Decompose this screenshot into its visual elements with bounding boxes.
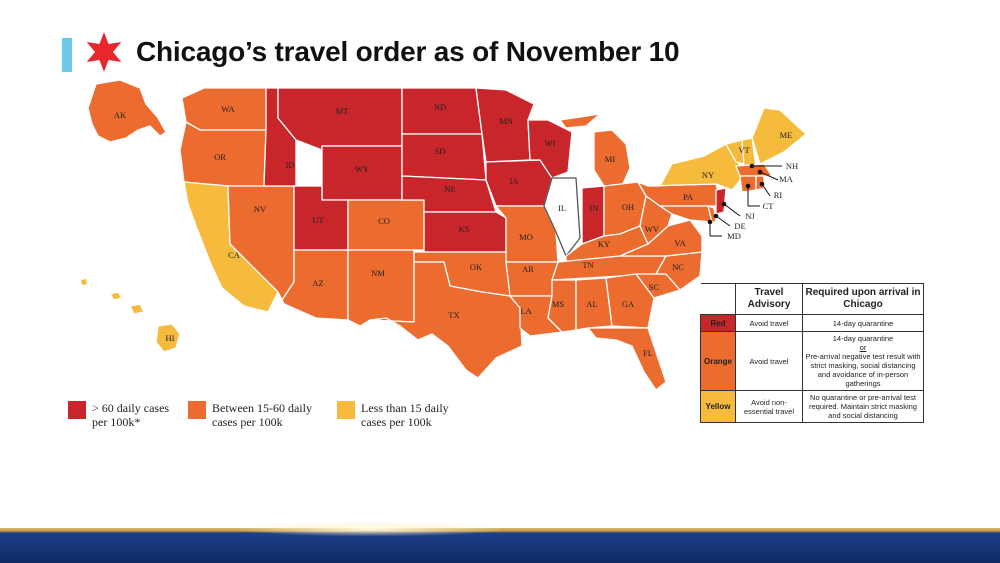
legend-yellow: Less than 15 daily cases per 100k xyxy=(337,401,449,429)
label-AK: AK xyxy=(114,110,127,120)
label-NM: NM xyxy=(371,268,385,278)
label-CO: CO xyxy=(378,216,390,226)
label-WY: WY xyxy=(355,164,369,174)
label-SC: SC xyxy=(649,282,660,292)
label-SD: SD xyxy=(435,146,446,156)
advisory-orange: Avoid travel xyxy=(735,331,803,391)
label-RI: RI xyxy=(774,190,783,200)
state-TX xyxy=(369,261,523,379)
state-FL xyxy=(587,327,667,391)
label-MN: MN xyxy=(499,116,513,126)
table-header-row: Travel Advisory Required upon arrival in… xyxy=(700,283,924,315)
label-MO: MO xyxy=(519,232,533,242)
label-MT: MT xyxy=(336,106,350,116)
state-MI xyxy=(559,113,631,187)
label-WV: WV xyxy=(645,224,660,234)
label-CT: CT xyxy=(763,201,775,211)
label-AR: AR xyxy=(522,264,534,274)
broadcast-bar xyxy=(0,528,1000,563)
required-yellow: No quarantine or pre-arrival test requir… xyxy=(802,390,924,423)
state-MD xyxy=(659,205,713,223)
advisory-table: Travel Advisory Required upon arrival in… xyxy=(700,283,924,423)
label-IA: IA xyxy=(510,176,520,186)
label-IN: IN xyxy=(590,203,599,213)
required-red: 14-day quarantine xyxy=(802,314,924,332)
label-UT: UT xyxy=(312,215,324,225)
label-AL: AL xyxy=(586,299,597,309)
label-NE: NE xyxy=(444,184,455,194)
label-VA: VA xyxy=(674,238,686,248)
header-required: Required upon arrival in Chicago xyxy=(802,283,924,315)
state-NY xyxy=(647,143,743,191)
label-CA: CA xyxy=(228,250,241,260)
label-NY: NY xyxy=(702,170,714,180)
label-MD: MD xyxy=(727,231,741,241)
label-TN: TN xyxy=(582,260,593,270)
state-IA xyxy=(485,159,553,207)
table-row: Yellow Avoid non-essential travel No qua… xyxy=(700,390,924,423)
state-DE xyxy=(707,205,717,223)
label-OR: OR xyxy=(214,152,226,162)
state-SD xyxy=(401,133,487,181)
label-MA: MA xyxy=(779,174,794,184)
legend-red: > 60 daily cases per 100k* xyxy=(68,401,169,429)
state-IN xyxy=(581,185,605,245)
legend-orange: Between 15-60 daily cases per 100k xyxy=(188,401,312,429)
advisory-yellow: Avoid non-essential travel xyxy=(735,390,803,423)
label-ME: ME xyxy=(780,130,793,140)
state-GA xyxy=(605,273,655,329)
required-orange: 14-day quarantine or Pre-arrival negativ… xyxy=(802,331,924,391)
label-IL: IL xyxy=(558,203,566,213)
label-NJ: NJ xyxy=(745,211,755,221)
level-orange: Orange xyxy=(700,331,736,391)
label-NC: NC xyxy=(672,262,684,272)
label-NH: NH xyxy=(786,161,798,171)
label-GA: GA xyxy=(622,299,635,309)
state-MT xyxy=(277,87,403,151)
chicago-star-icon xyxy=(86,32,122,72)
legend-swatch-orange xyxy=(188,401,206,419)
label-ID: ID xyxy=(286,160,295,170)
label-DE: DE xyxy=(734,221,745,231)
broadcast-glow xyxy=(240,522,500,536)
label-WI: WI xyxy=(545,138,556,148)
state-AL xyxy=(575,277,613,331)
label-HI: HI xyxy=(166,333,175,343)
state-HI xyxy=(155,323,181,353)
table-row: Red Avoid travel 14-day quarantine xyxy=(700,314,924,332)
state-WI xyxy=(527,119,573,179)
state-NJ xyxy=(715,187,727,215)
label-LA: LA xyxy=(520,306,532,316)
label-KS: KS xyxy=(459,224,470,234)
state-HI-islands xyxy=(79,277,145,315)
label-FL: FL xyxy=(643,348,653,358)
label-OK: OK xyxy=(470,262,483,272)
label-ND: ND xyxy=(434,102,446,112)
state-AK xyxy=(87,79,167,143)
label-AZ: AZ xyxy=(312,278,323,288)
label-MI: MI xyxy=(605,154,616,164)
state-NM xyxy=(347,249,415,327)
label-WA: WA xyxy=(221,104,235,114)
label-TX: TX xyxy=(448,310,459,320)
state-VA xyxy=(619,219,703,257)
legend-swatch-red xyxy=(68,401,86,419)
label-PA: PA xyxy=(683,192,694,202)
table-row: Orange Avoid travel 14-day quarantine or… xyxy=(700,331,924,391)
label-KY: KY xyxy=(598,239,610,249)
title-accent-bar xyxy=(62,38,72,72)
label-VT: VT xyxy=(738,145,750,155)
legend-swatch-yellow xyxy=(337,401,355,419)
level-red: Red xyxy=(700,314,736,332)
label-MS: MS xyxy=(552,299,565,309)
label-OH: OH xyxy=(622,202,634,212)
page-title: Chicago’s travel order as of November 10 xyxy=(136,36,680,67)
label-NV: NV xyxy=(254,204,267,214)
level-yellow: Yellow xyxy=(700,390,736,423)
header-travel-advisory: Travel Advisory xyxy=(735,283,803,315)
advisory-red: Avoid travel xyxy=(735,314,803,332)
